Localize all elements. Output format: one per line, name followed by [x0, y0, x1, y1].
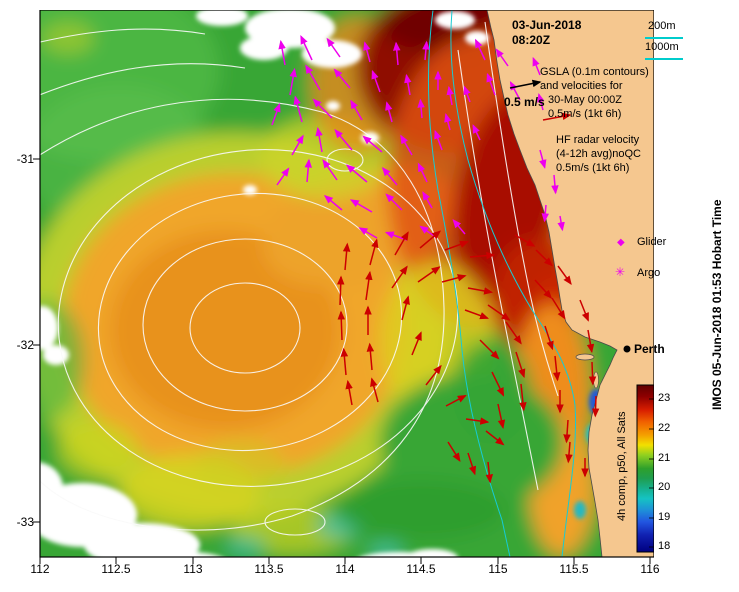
bathymetry-contours: [427, 10, 577, 557]
x-tick-114: 114: [335, 562, 355, 576]
gsla-legend-line3: 30-May 00:00Z: [548, 94, 622, 106]
x-tick-113-5: 113.5: [254, 562, 284, 576]
x-tick-112: 112: [30, 562, 50, 576]
gsla-scale-arrow: [509, 79, 542, 89]
colorbar-label-19: 19: [658, 511, 671, 523]
isobath-200m: [450, 10, 577, 557]
x-tick-116: 116: [640, 562, 660, 576]
map-frame: [39, 10, 654, 558]
bathy-200m-label: 200m: [648, 20, 676, 32]
hf-legend-line1: HF radar velocity: [556, 134, 640, 146]
y-tick-33: -33: [16, 515, 34, 529]
axis-ticks: [33, 158, 651, 564]
gsla-legend-line4: 0.5m/s (1kt 6h): [548, 108, 622, 120]
colorbar-caption: 4h comp, p50, All Sats: [616, 411, 628, 521]
colorbar-label-22: 22: [658, 422, 671, 434]
colorbar-label-21: 21: [658, 452, 671, 464]
x-tick-115-5: 115.5: [559, 562, 589, 576]
y-tick-31: -31: [16, 152, 34, 166]
gsla-legend-line1: GSLA (0.1m contours): [540, 66, 649, 78]
bathy-1000m-label: 1000m: [645, 41, 679, 53]
bathy-200m-line: [645, 37, 683, 39]
garden-island: [593, 371, 599, 389]
cloud-patches: [40, 10, 489, 557]
isobath-1000m: [427, 10, 511, 557]
gsla-scale-label: 0.5 m/s: [504, 95, 545, 109]
hf-scale-arrow: [542, 112, 572, 121]
hf-radar-velocity-arrows: [336, 230, 600, 484]
argo-legend-label: Argo: [637, 267, 661, 279]
x-tick-112-5: 112.5: [101, 562, 131, 576]
rottnest-island: [575, 353, 595, 361]
colorbar: [636, 384, 654, 553]
obs-date: 03-Jun-2018: [512, 18, 582, 32]
hf-legend-line3: 0.5m/s (1kt 6h): [556, 162, 630, 174]
obs-time: 08:20Z: [512, 33, 551, 47]
glider-symbol-icon: ◆: [617, 237, 625, 248]
colorbar-label-23: 23: [658, 392, 671, 404]
gsla-velocity-arrows: [271, 35, 565, 241]
x-tick-115: 115: [488, 562, 508, 576]
y-tick-32: -32: [16, 338, 34, 352]
map-canvas: [33, 10, 654, 564]
perth-city-label: Perth: [634, 342, 665, 356]
argo-symbol-icon: ✳: [615, 265, 626, 279]
glider-legend-label: Glider: [637, 236, 667, 248]
perth-city-dot: [623, 345, 631, 353]
gsla-legend-line2: and velocities for: [540, 80, 623, 92]
imos-watermark: IMOS 05-Jun-2018 01:53 Hobart Time: [710, 199, 724, 411]
hf-legend-line2: (4-12h avg)noQC: [556, 148, 641, 160]
colorbar-label-18: 18: [658, 540, 671, 552]
colorbar-label-20: 20: [658, 481, 671, 493]
bathy-1000m-line: [645, 58, 683, 60]
x-tick-113: 113: [183, 562, 203, 576]
x-tick-114-5: 114.5: [406, 562, 436, 576]
